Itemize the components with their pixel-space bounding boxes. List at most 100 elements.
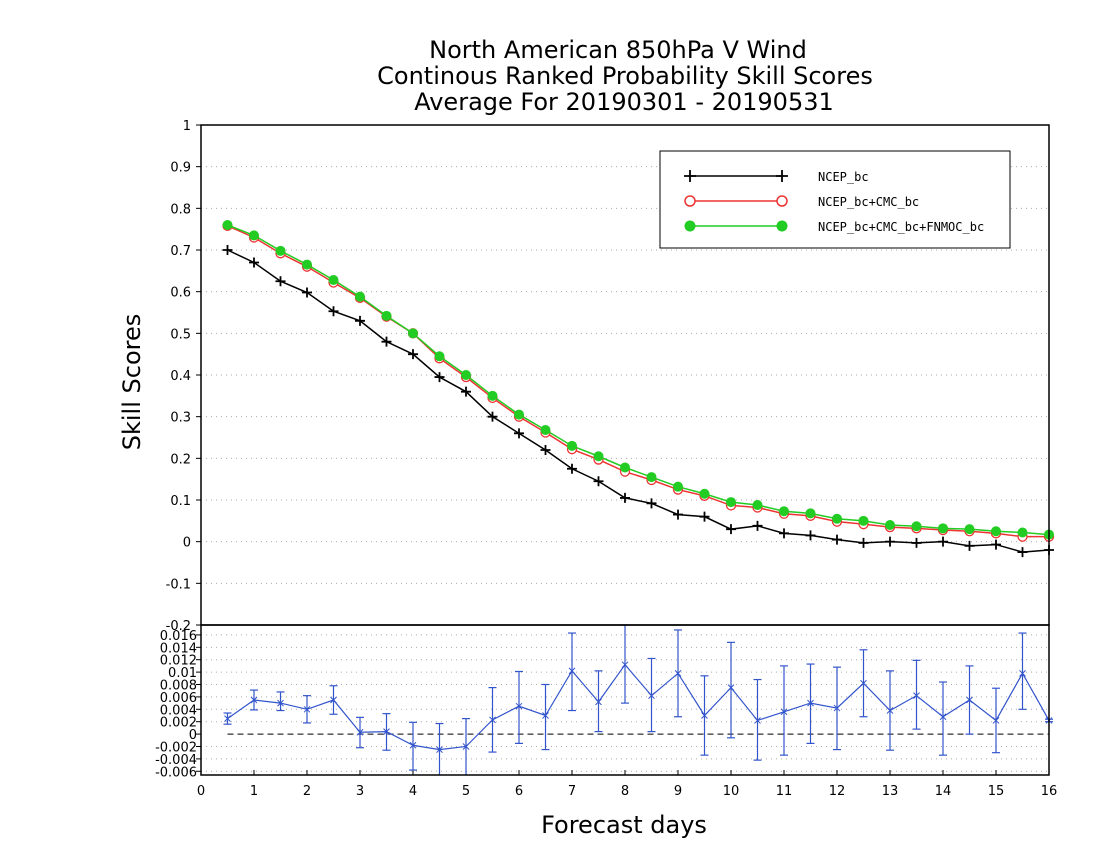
data-point	[726, 524, 736, 535]
data-point	[408, 349, 418, 360]
data-point	[408, 328, 418, 339]
x-tick-label: 8	[621, 784, 629, 799]
y-tick-label: -0.1	[166, 577, 191, 592]
y-tick-label: 0.004	[160, 703, 197, 718]
data-point	[646, 472, 657, 483]
difference-point	[727, 684, 735, 691]
y-tick-label: 0.01	[168, 666, 197, 681]
data-point	[991, 539, 1001, 550]
y-tick-label: 0.4	[170, 369, 191, 384]
data-point	[805, 508, 816, 519]
data-point	[355, 291, 365, 302]
top-panel-y-ticks: 1 0.9 0.8 0.7 0.6 0.5 0.4 0.3 0.2 0.1 0 -0.1 -0.2	[166, 119, 201, 634]
difference-point	[674, 669, 682, 677]
difference-point	[939, 713, 947, 721]
data-point	[699, 488, 710, 499]
y-tick-label: 0.014	[160, 641, 197, 656]
data-point	[673, 509, 683, 520]
difference-point	[356, 728, 364, 736]
difference-point	[462, 743, 470, 750]
legend-item-ncep-bc: NCEP_bc	[684, 170, 869, 184]
y-tick-label: 0.012	[160, 654, 197, 669]
y-axis-label: Skill Scores	[118, 314, 146, 451]
data-point	[434, 351, 445, 362]
data-point	[991, 526, 1001, 537]
difference-point	[542, 712, 549, 719]
difference-point	[860, 679, 867, 687]
y-tick-label: 0	[189, 728, 197, 743]
y-tick-label: 0.002	[160, 716, 197, 731]
data-point	[249, 230, 259, 241]
chart-subtitle: Continous Ranked Probability Skill Score…	[377, 62, 873, 90]
data-point	[885, 536, 895, 547]
difference-point	[409, 741, 417, 749]
data-point	[514, 428, 524, 439]
y-tick-label: 1	[183, 119, 191, 134]
x-tick-label: 7	[568, 784, 576, 799]
y-tick-label: 0.8	[170, 202, 191, 217]
data-point	[911, 537, 922, 548]
difference-point	[701, 712, 708, 719]
data-point	[620, 462, 630, 473]
data-point	[381, 310, 392, 321]
legend: NCEP_bc NCEP_bc+CMC_bc NCEP_bc+CMC_bc+FN…	[659, 150, 1011, 249]
y-tick-label: 0.3	[170, 411, 191, 426]
data-point	[858, 537, 869, 548]
y-tick-label: 0.1	[170, 494, 191, 509]
y-tick-label: -0.004	[155, 753, 197, 768]
data-point	[673, 481, 683, 492]
data-point	[938, 523, 948, 534]
x-tick-label: 3	[356, 784, 364, 799]
y-tick-label: 0.5	[170, 327, 191, 342]
data-point	[222, 245, 233, 255]
data-point	[328, 306, 339, 317]
data-point	[726, 497, 736, 508]
difference-point	[250, 696, 258, 704]
data-point	[567, 463, 577, 474]
data-point	[487, 390, 498, 401]
data-point	[885, 520, 895, 530]
bottom-panel-frame	[200, 624, 1050, 776]
x-tick-label: 11	[776, 784, 793, 799]
y-tick-label: 0.9	[170, 161, 191, 176]
y-tick-label: 0.006	[160, 691, 197, 706]
data-point	[858, 515, 869, 526]
y-tick-label: -0.006	[155, 765, 197, 780]
data-point	[302, 259, 312, 270]
data-point	[911, 521, 922, 532]
series-2	[222, 220, 1054, 540]
difference-point	[886, 707, 894, 714]
y-tick-label: 0.008	[160, 679, 197, 694]
data-point	[964, 540, 975, 551]
data-point	[805, 530, 816, 541]
legend-label-ncep-bc: NCEP_bc	[818, 170, 869, 184]
y-tick-label: 0.6	[170, 286, 191, 301]
difference-line	[227, 663, 1050, 751]
x-tick-label: 14	[935, 784, 952, 799]
data-point	[964, 524, 975, 535]
data-point	[593, 476, 604, 487]
difference-point	[330, 696, 337, 704]
data-point	[328, 275, 339, 285]
data-point	[249, 257, 259, 268]
x-tick-label: 12	[829, 784, 846, 799]
data-point	[461, 370, 471, 380]
difference-point	[621, 661, 629, 669]
x-tick-label: 9	[674, 784, 682, 799]
x-axis-label: Forecast days	[541, 811, 707, 839]
y-tick-label: -0.002	[155, 740, 197, 755]
legend-box	[659, 150, 1011, 249]
difference-point	[833, 704, 841, 712]
x-tick-label: 6	[515, 784, 523, 799]
x-tick-label: 0	[197, 784, 205, 799]
series-0	[222, 245, 1054, 558]
x-tick-label: 2	[303, 784, 311, 799]
bottom-panel-grid	[201, 634, 1049, 772]
y-tick-label: 0	[183, 536, 191, 551]
difference-point	[489, 716, 496, 724]
data-point	[487, 411, 498, 422]
data-point	[461, 386, 471, 397]
x-tick-label: 4	[409, 784, 417, 799]
data-point	[567, 440, 577, 451]
